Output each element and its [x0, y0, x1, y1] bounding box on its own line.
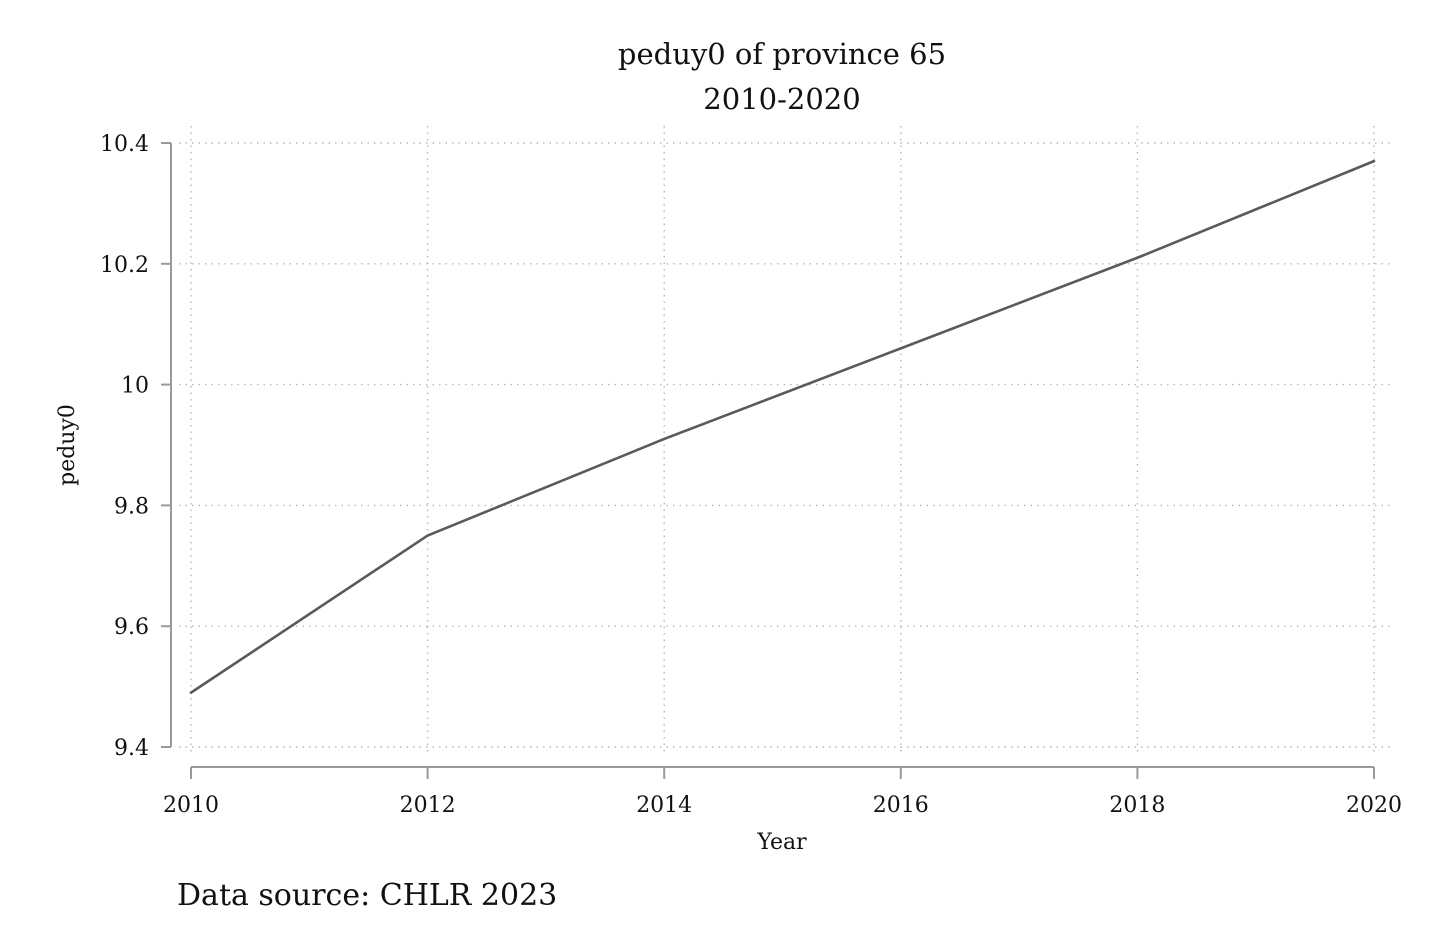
- x-tick-label: 2010: [163, 793, 219, 818]
- x-tick-label: 2012: [400, 793, 456, 818]
- x-tick-label: 2020: [1346, 793, 1402, 818]
- x-tick-label: 2018: [1109, 793, 1165, 818]
- chart-subtitle: 2010-2020: [703, 82, 860, 116]
- y-tick-label: 10.4: [100, 132, 149, 157]
- y-tick-label: 10.2: [100, 253, 149, 278]
- x-tick-label: 2016: [873, 793, 929, 818]
- chart-title: peduy0 of province 65: [618, 37, 946, 71]
- y-tick-label: 9.8: [114, 494, 149, 519]
- x-tick-label: 2014: [636, 793, 692, 818]
- axes: [161, 142, 1375, 779]
- y-tick-label: 9.4: [114, 736, 149, 761]
- y-tick-label: 10: [121, 374, 149, 399]
- y-tick-label: 9.6: [114, 615, 149, 640]
- x-axis-title: Year: [756, 830, 807, 855]
- gridlines: [179, 126, 1393, 755]
- series-line: [189, 159, 1376, 694]
- series-layer: [189, 159, 1376, 694]
- data-source-note: Data source: CHLR 2023: [177, 878, 557, 913]
- tick-labels: 9.4 9.6 9.8 10 10.2 10.4 2010 2012 2014 2016 2018 2…: [100, 132, 1402, 818]
- y-axis-title: peduy0: [55, 404, 80, 486]
